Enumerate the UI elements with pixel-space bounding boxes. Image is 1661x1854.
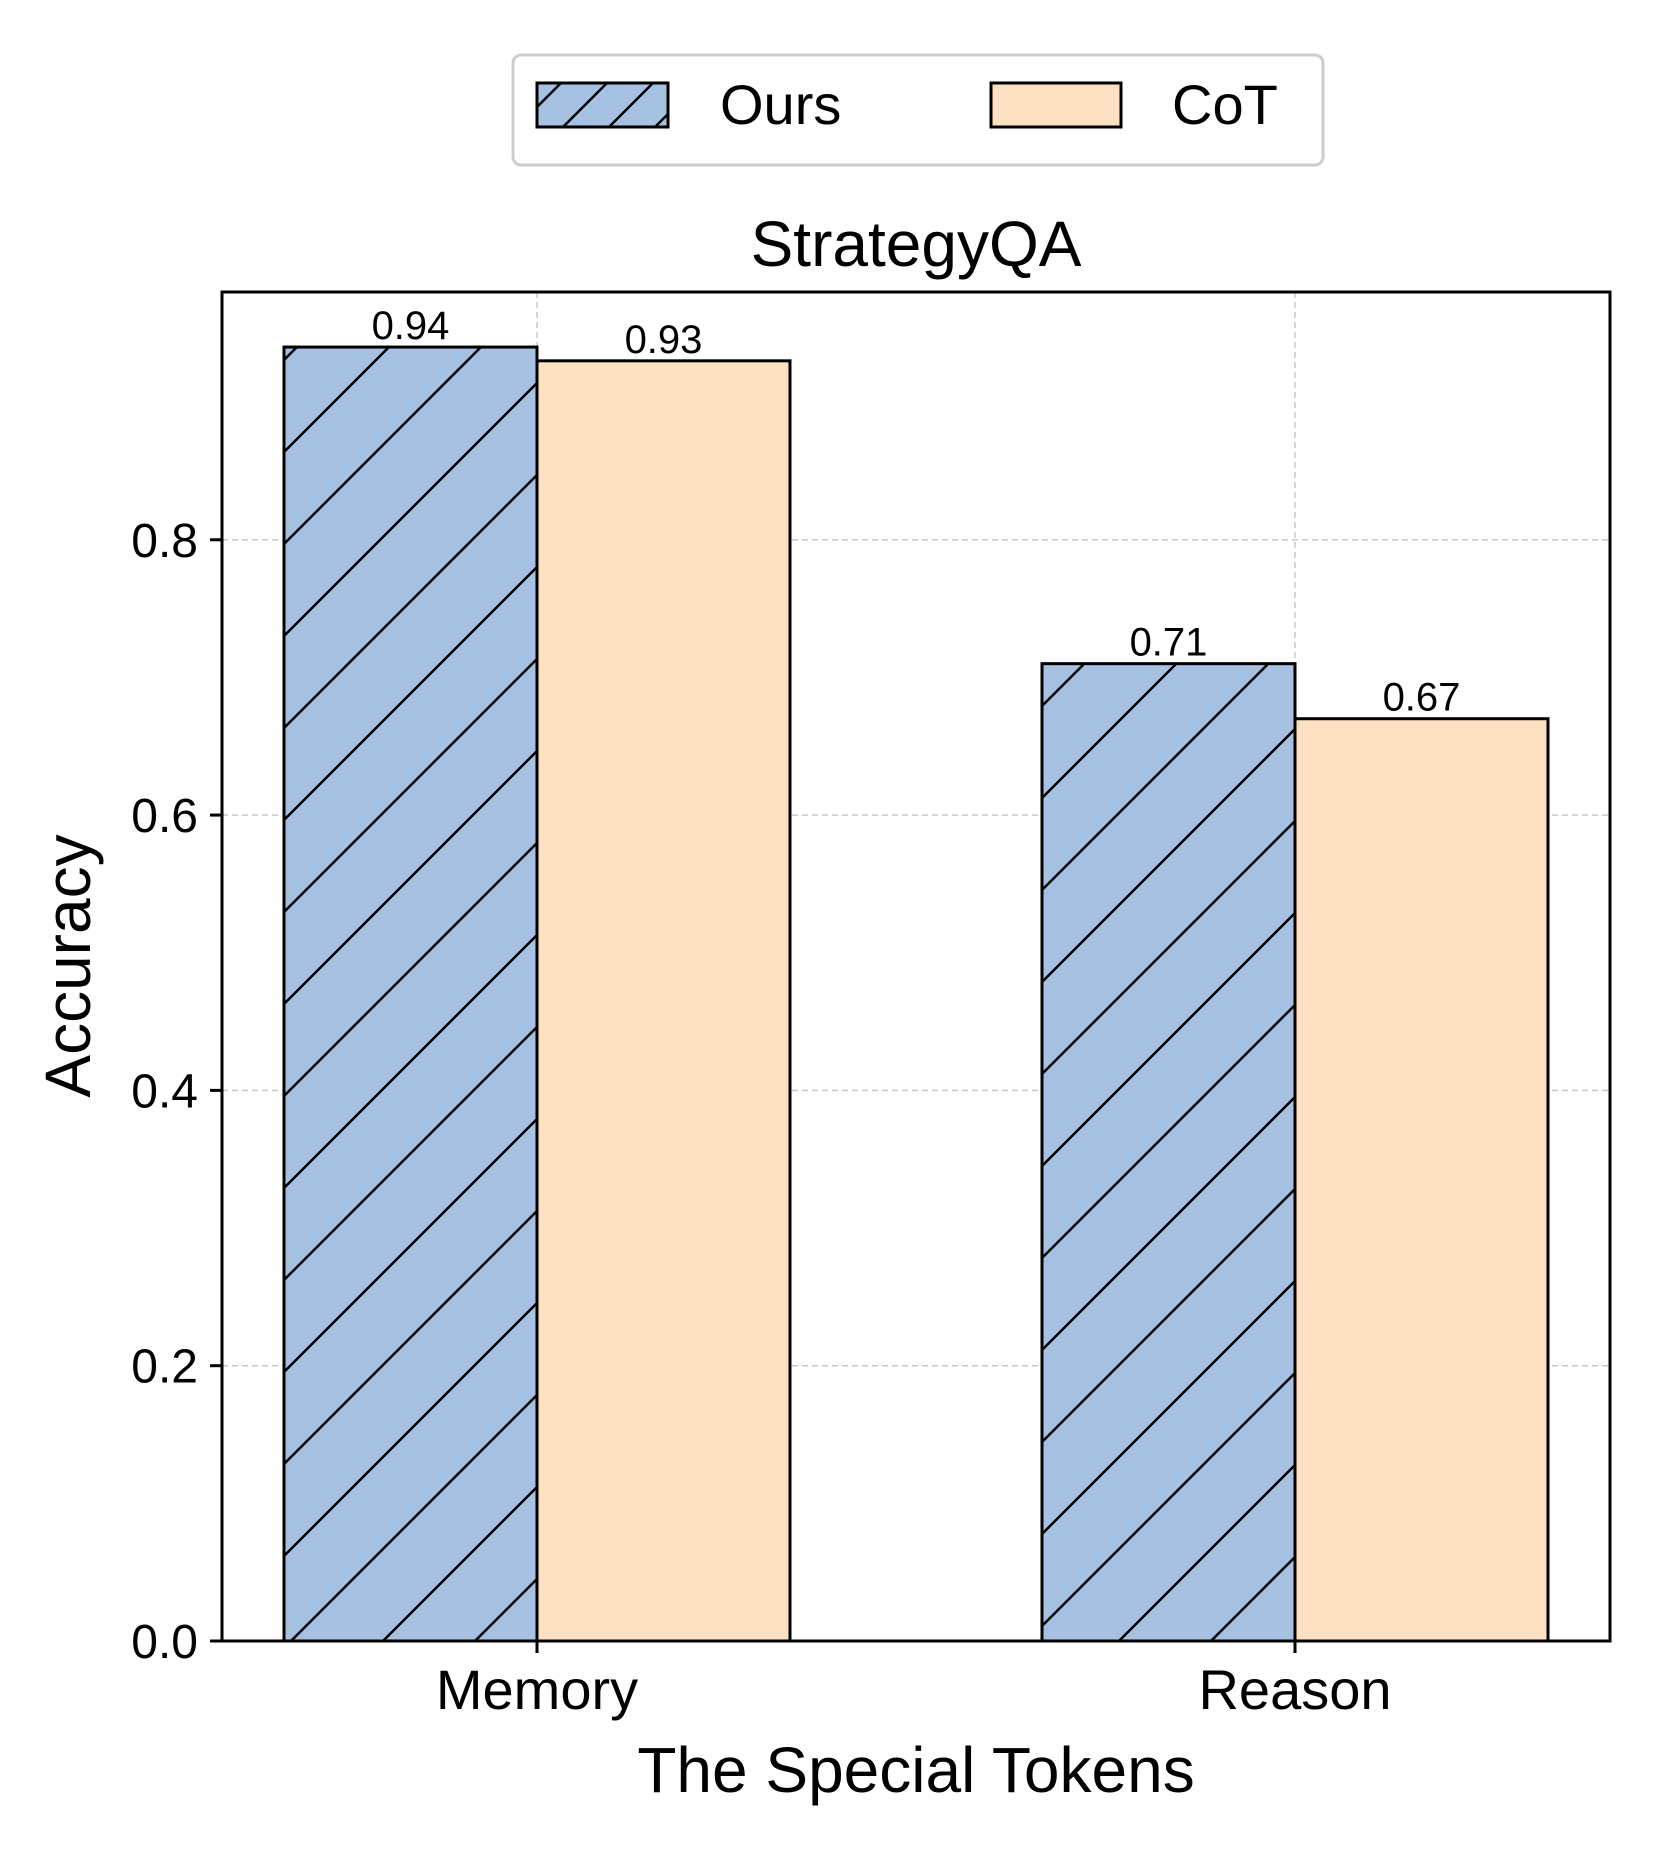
- legend: Ours CoT: [511, 53, 1325, 167]
- bar-hatch: [284, 347, 537, 1641]
- bar-cot-reason: [1295, 718, 1548, 1641]
- y-tick-label: 0.6: [131, 790, 198, 843]
- bars: [282, 345, 1550, 1643]
- y-tick-label: 0.0: [131, 1616, 198, 1669]
- y-axis-label: Accuracy: [32, 834, 104, 1097]
- legend-entry-cot: CoT: [989, 73, 1278, 136]
- bar-value-label: 0.71: [1130, 621, 1208, 665]
- y-axis: 0.0 0.2 0.4 0.6 0.8: [131, 515, 222, 1669]
- bar-hatch: [1042, 663, 1295, 1641]
- y-tick-label: 0.8: [131, 515, 198, 568]
- plot-area: 0.94 0.71 0.93 0.67 0.0 0.2 0.4 0.6 0.8 Memory R…: [131, 290, 1612, 1721]
- x-tick-label: Reason: [1198, 1658, 1391, 1721]
- legend-entry-ours: Ours: [535, 73, 841, 136]
- bar-cot-memory: [537, 360, 790, 1641]
- chart-title: StrategyQA: [751, 208, 1082, 280]
- legend-swatch-ours-hatch: [535, 81, 670, 129]
- bar-value-label: 0.93: [625, 318, 703, 362]
- y-tick-label: 0.2: [131, 1341, 198, 1394]
- legend-label-cot: CoT: [1172, 73, 1278, 136]
- legend-label-ours: Ours: [720, 73, 841, 136]
- x-axis-label: The Special Tokens: [637, 1734, 1194, 1806]
- legend-swatch-cot: [989, 81, 1123, 129]
- x-axis: Memory Reason: [436, 1641, 1392, 1721]
- bar-value-labels: 0.94 0.71 0.93 0.67: [372, 304, 1461, 720]
- bar-value-label: 0.67: [1383, 676, 1461, 720]
- y-tick-label: 0.4: [131, 1065, 198, 1118]
- x-tick-label: Memory: [436, 1658, 638, 1721]
- bar-value-label: 0.94: [372, 304, 450, 348]
- plot-frame: [220, 290, 1612, 1643]
